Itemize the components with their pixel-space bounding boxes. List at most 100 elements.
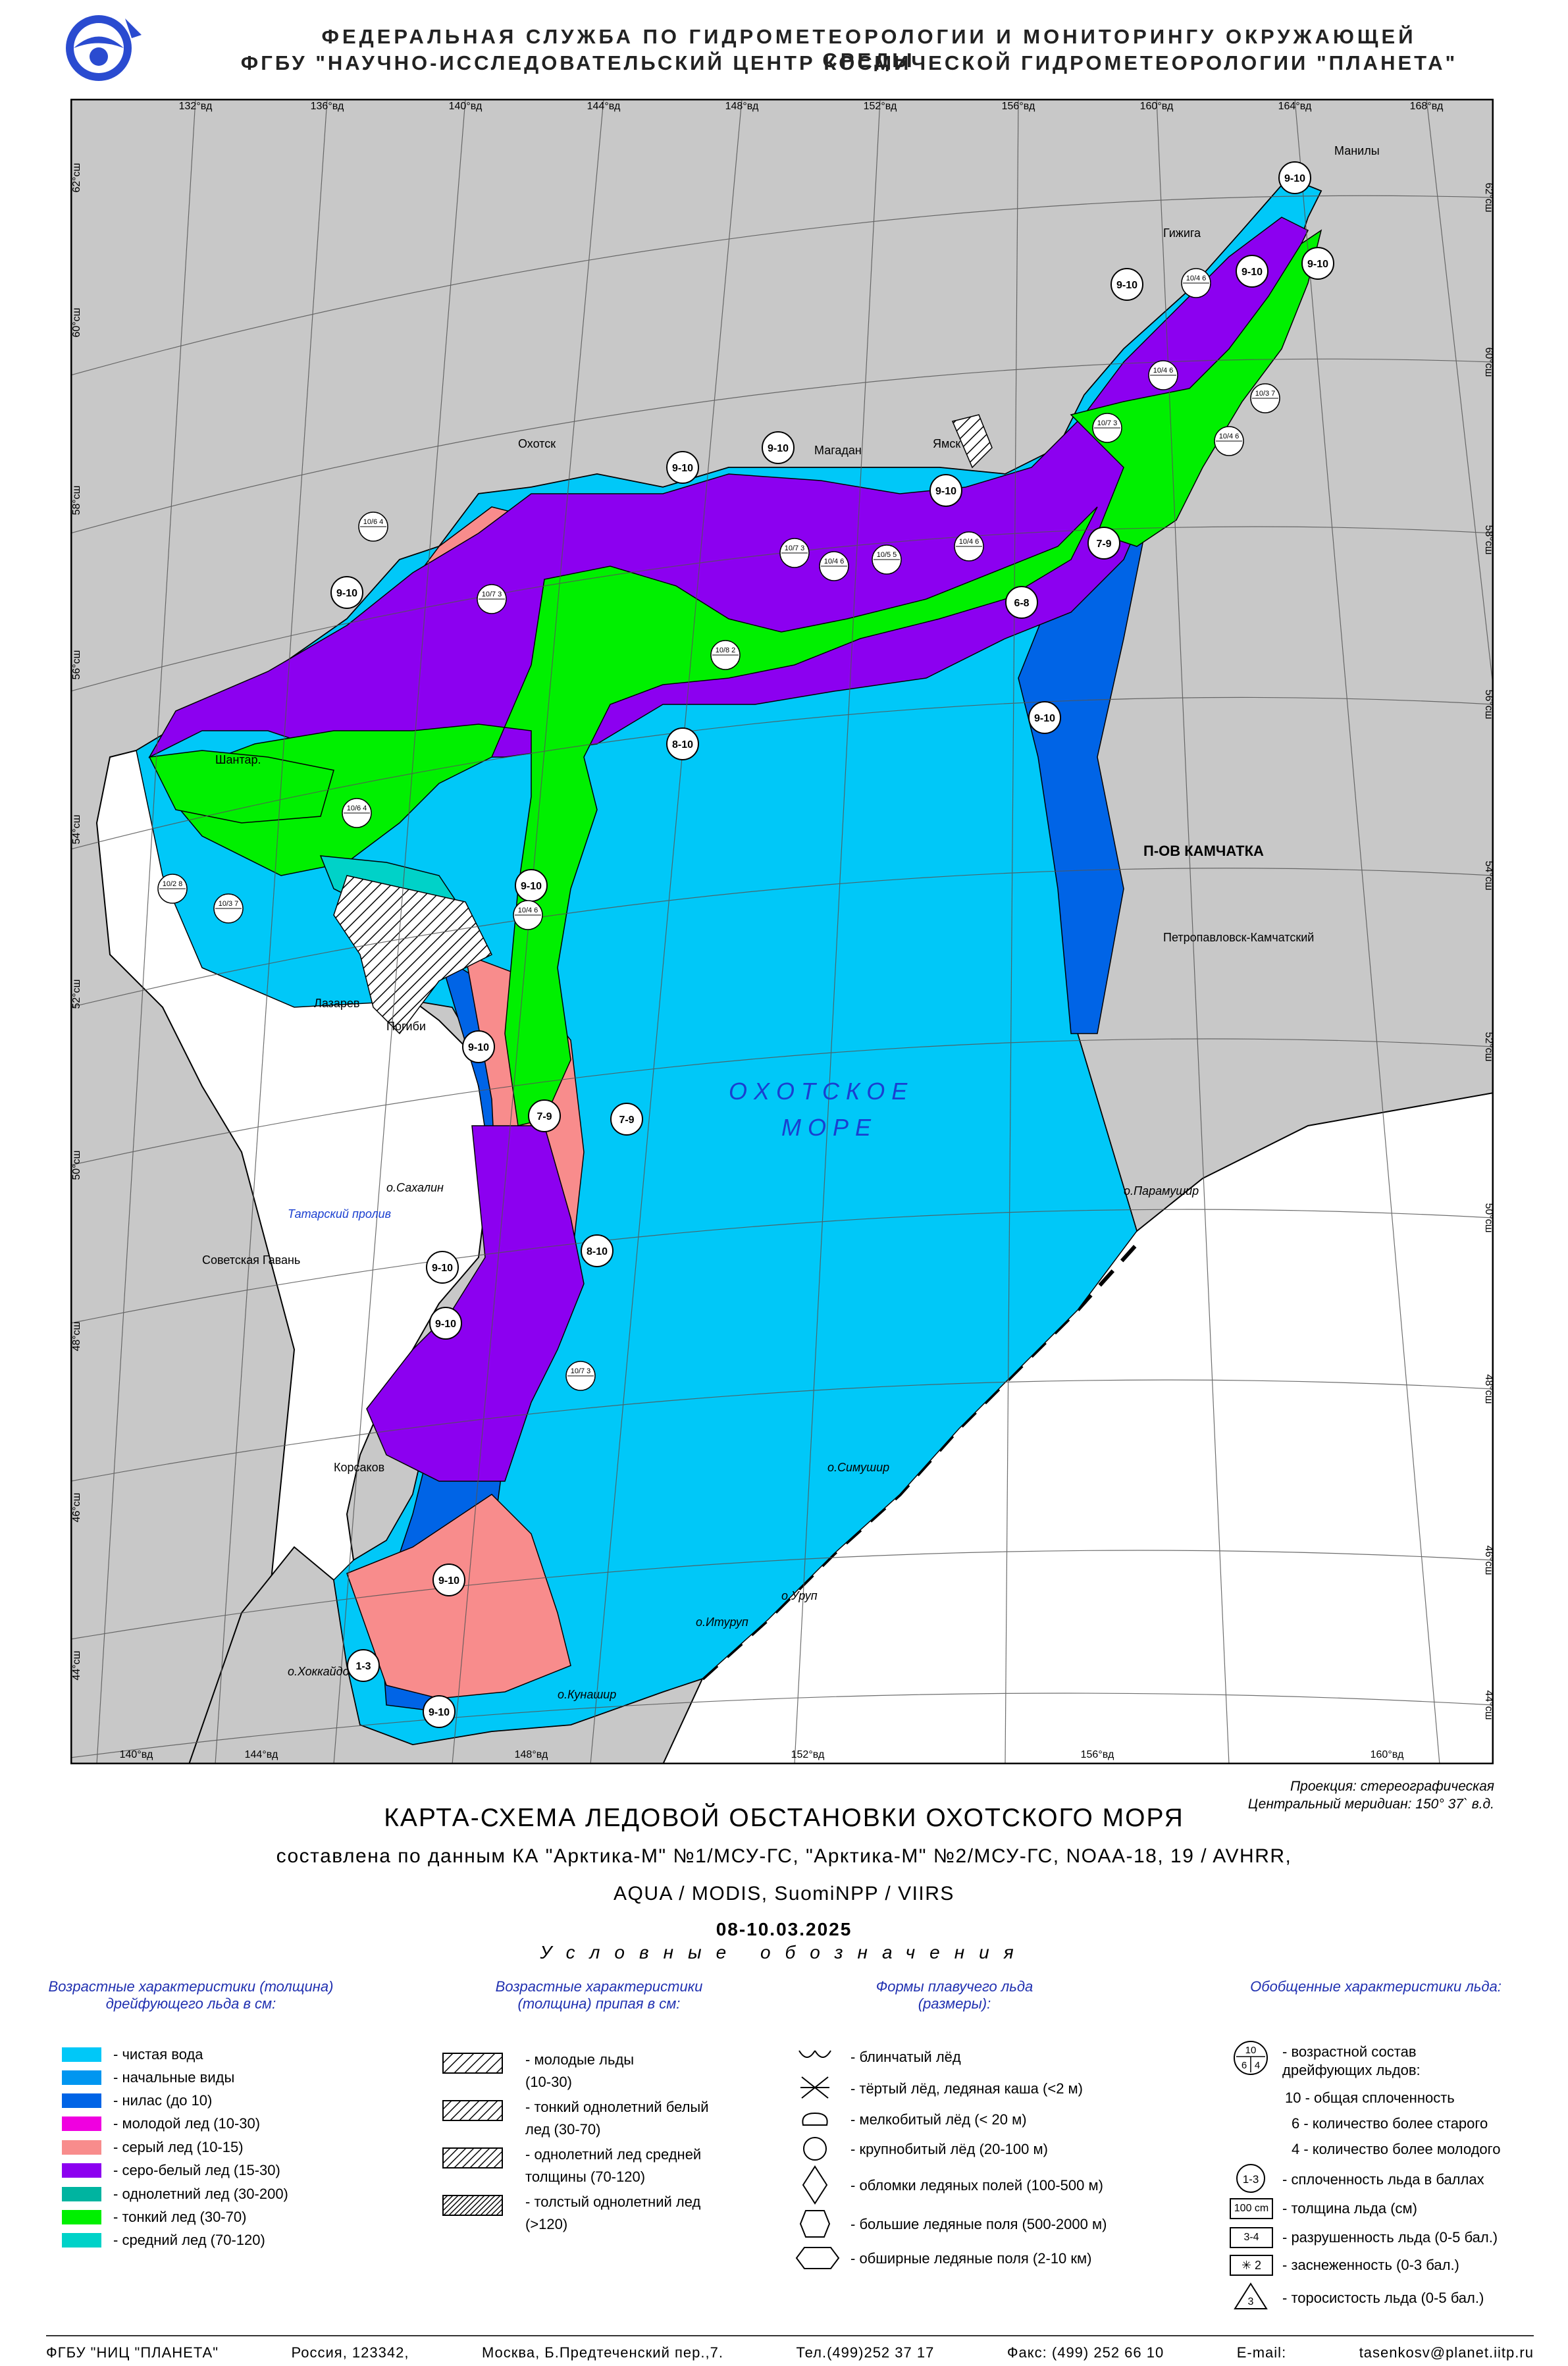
- place-okhotsk: Охотск: [518, 437, 556, 450]
- footer-email[interactable]: tasenkosv@planet.iitp.ru: [1359, 2344, 1534, 2361]
- leg4-age: - возрастной состав: [1282, 2043, 1417, 2060]
- header-line2: ФГБУ "НАУЧНО-ИССЛЕДОВАТЕЛЬСКИЙ ЦЕНТР КОС…: [240, 51, 1458, 74]
- place-korsakov: Корсаков: [334, 1461, 384, 1474]
- graticule-label: 48°сш: [71, 1321, 82, 1351]
- place-lazarev: Лазарев: [314, 997, 359, 1010]
- legend-fast-ice-label2: (10-30): [525, 2074, 572, 2090]
- legend-col4-title: Обобщенные характеристики льда:: [1250, 1978, 1502, 1995]
- legend-ice-form-symbol: [802, 2165, 828, 2205]
- graticule-label: 52°сш: [71, 979, 82, 1009]
- concentration-circle: 7-9: [1087, 527, 1120, 560]
- graticule-label: 60°сш: [71, 307, 82, 337]
- legend-swatch: [62, 2210, 101, 2224]
- leg4-decay: - разрушенность льда (0-5 бал.): [1282, 2229, 1498, 2246]
- concentration-circle: 6-8: [1005, 586, 1038, 619]
- graticule-label: 168°вд: [1410, 101, 1444, 112]
- graticule-label: 58°сш: [71, 485, 82, 515]
- footer: ФГБУ "НИЦ "ПЛАНЕТА" Россия, 123342, Моск…: [46, 2335, 1534, 2361]
- egg-code: 10/4 6: [819, 551, 849, 581]
- concentration-circle: 9-10: [432, 1564, 465, 1596]
- legend-fast-ice-label2: лед (30-70): [525, 2121, 601, 2138]
- svg-text:7-9: 7-9: [619, 1115, 634, 1126]
- legend-fast-ice-swatch: [442, 2147, 503, 2169]
- svg-text:10/7 3: 10/7 3: [482, 591, 502, 598]
- legend-label: - начальные виды: [113, 2069, 235, 2086]
- legend-ice-form-symbol: [803, 2137, 827, 2161]
- legend-ice-form-symbol: [799, 2210, 831, 2238]
- legend-swatch: [62, 2187, 101, 2201]
- concentration-circle: 9-10: [462, 1030, 495, 1063]
- svg-text:9-10: 9-10: [336, 588, 357, 599]
- egg-codes: 10/4 6 10/4 6 10/7 3 10/3 7 10/4 6 10/6 …: [157, 268, 1280, 1391]
- svg-text:9-10: 9-10: [432, 1263, 453, 1274]
- legend-ice-form-symbol: [795, 2247, 840, 2269]
- legend-drift-ice-item: - средний лед (70-120): [62, 2232, 265, 2249]
- graticule-label: 156°вд: [1081, 1749, 1114, 1760]
- place-sakhalin: о.Сахалин: [386, 1181, 444, 1194]
- place-hokkaido: о.Хоккайдо: [288, 1665, 350, 1678]
- legend-ice-form-label: - обширные ледяные поля (2-10 км): [850, 2250, 1092, 2267]
- legend-col1-title: Возрастные характеристики (толщина) дрей…: [48, 1978, 334, 2012]
- legend-label: - однолетний лед (30-200): [113, 2186, 288, 2202]
- svg-text:10/7 3: 10/7 3: [571, 1367, 591, 1375]
- svg-text:10/8 2: 10/8 2: [716, 646, 736, 654]
- svg-text:10: 10: [1245, 2045, 1257, 2056]
- legend-fast-ice-label: - тонкий однолетний белый: [525, 2099, 709, 2115]
- svg-text:10/6 4: 10/6 4: [347, 804, 367, 812]
- place-gizhiga: Гижига: [1163, 226, 1201, 240]
- graticule-label: 62°сш: [1483, 182, 1494, 212]
- svg-text:9-10: 9-10: [1307, 259, 1328, 270]
- planeta-logo: [66, 15, 142, 81]
- leg4-d3: 4 - количество более молодого: [1292, 2141, 1501, 2157]
- snow-symbol: ✳ 2: [1230, 2255, 1273, 2276]
- egg-code: 10/4 6: [1181, 268, 1211, 298]
- place-yamsk: Ямск: [933, 437, 960, 450]
- source-line1: составлена по данным КА "Арктика-М" №1/М…: [276, 1845, 1292, 1867]
- svg-text:1-3: 1-3: [355, 1661, 371, 1672]
- legend-fast-ice-label: - однолетний лед средней: [525, 2146, 702, 2163]
- legend-drift-ice-item: - однолетний лед (30-200): [62, 2186, 288, 2203]
- concentration-circle: 9-10: [1236, 255, 1268, 288]
- graticule-label: 132°вд: [179, 101, 213, 112]
- graticule-label: 56°сш: [1483, 689, 1494, 719]
- egg-code: 10/3 7: [213, 893, 244, 924]
- svg-text:6: 6: [1241, 2060, 1247, 2071]
- concentration-circle: 9-10: [423, 1695, 456, 1728]
- lon-labels-bottom: 140°вд 144°вд 148°вд 152°вд 156°вд 160°вд: [120, 1749, 1404, 1760]
- legend-label: - серый лед (10-15): [113, 2139, 244, 2155]
- graticule-label: 140°вд: [120, 1749, 153, 1760]
- svg-text:9-10: 9-10: [468, 1042, 489, 1053]
- concentration-circle: 8-10: [581, 1234, 614, 1267]
- legend-fast-ice-swatch: [442, 2100, 503, 2121]
- egg-code: 10/3 7: [1250, 383, 1280, 413]
- graticule-label: 160°вд: [1371, 1749, 1404, 1760]
- leg4-d1: 10 - общая сплоченность: [1285, 2090, 1455, 2106]
- place-paramushir: о.Парамушир: [1124, 1184, 1199, 1197]
- conc-symbol: 1-3: [1236, 2164, 1265, 2193]
- legend-drift-ice-item: - нилас (до 10): [62, 2092, 212, 2109]
- graticule-label: 144°вд: [587, 101, 621, 112]
- zone-grey-ice-south: [346, 1494, 571, 1699]
- legend-drift-ice-item: - тонкий лед (30-70): [62, 2209, 246, 2226]
- egg-code: 10/7 3: [565, 1361, 596, 1391]
- legend-col2-title: Возрастные характеристики (толщина) прип…: [495, 1978, 703, 2012]
- svg-text:9-10: 9-10: [768, 443, 789, 454]
- graticule-label: 52°сш: [1483, 1032, 1494, 1061]
- footer-address: Москва, Б.Предтеченский пер.,7.: [481, 2344, 723, 2361]
- concentration-circle: 9-10: [1111, 268, 1143, 301]
- egg-code: 10/6 4: [358, 512, 388, 542]
- graticule-label: 62°сш: [71, 163, 82, 192]
- legend-fast-ice-label2: толщины (70-120): [525, 2169, 646, 2185]
- legend-swatch: [62, 2047, 101, 2062]
- concentration-circle: 9-10: [1278, 161, 1311, 194]
- leg4-d2: 6 - количество более старого: [1292, 2115, 1488, 2132]
- legend-fast-ice-label: - толстый однолетний лед: [525, 2194, 701, 2210]
- graticule-label: 152°вд: [791, 1749, 825, 1760]
- egg-code: 10/7 3: [779, 538, 810, 568]
- graticule-label: 56°сш: [71, 650, 82, 679]
- legend-label: - средний лед (70-120): [113, 2232, 265, 2248]
- legend-ice-form-label: - крупнобитый лёд (20-100 м): [850, 2141, 1048, 2157]
- leg4-snow: - заснеженность (0-3 бал.): [1282, 2257, 1459, 2273]
- graticule-label: 44°сш: [1483, 1690, 1494, 1720]
- thickness-symbol: 100 cm: [1230, 2198, 1273, 2219]
